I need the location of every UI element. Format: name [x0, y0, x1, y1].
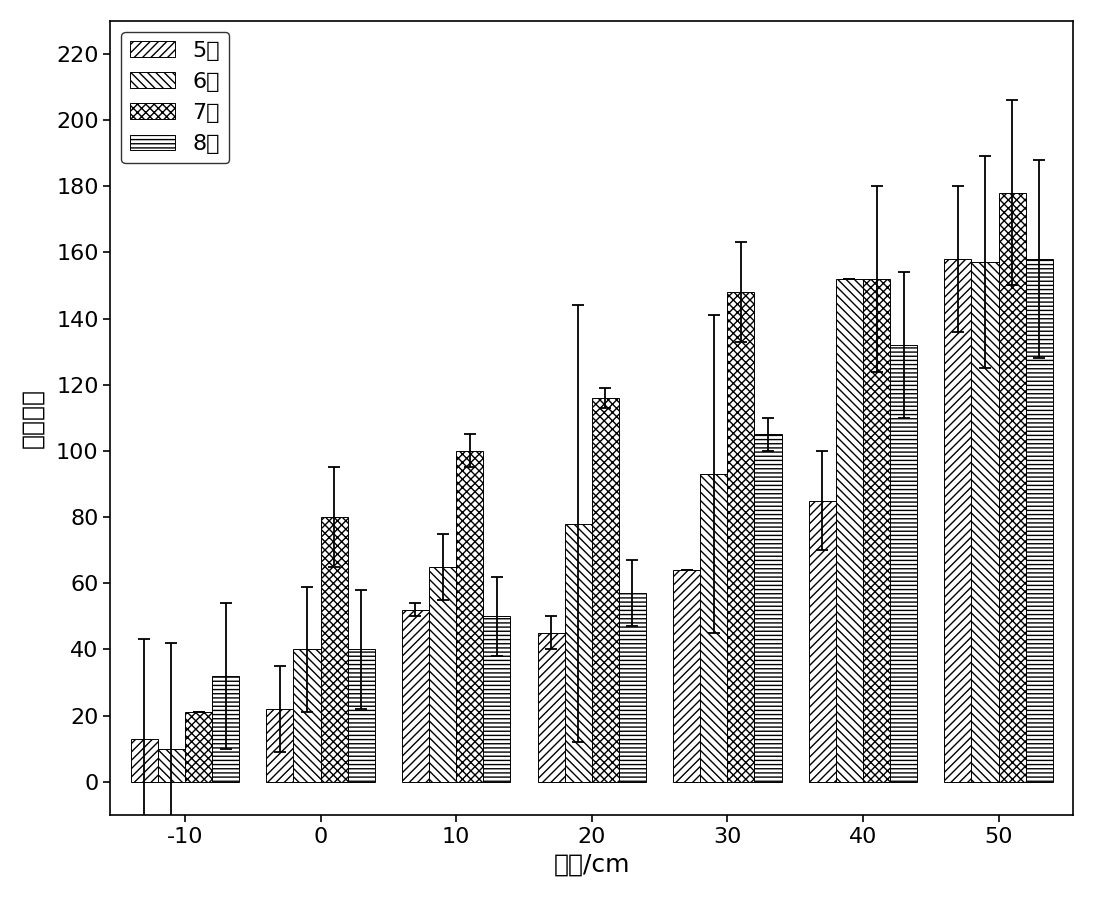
Bar	[321, 517, 348, 781]
Bar	[836, 279, 863, 781]
Bar	[891, 345, 917, 781]
Bar	[592, 398, 619, 781]
Bar	[755, 434, 781, 781]
Bar	[130, 739, 158, 781]
X-axis label: 水位/cm: 水位/cm	[554, 852, 630, 876]
Bar	[293, 649, 321, 781]
Bar	[673, 570, 700, 781]
Bar	[158, 749, 185, 781]
Bar	[456, 451, 484, 781]
Bar	[348, 649, 375, 781]
Bar	[266, 709, 293, 781]
Bar	[944, 259, 971, 781]
Bar	[999, 193, 1026, 781]
Bar	[185, 712, 212, 781]
Bar	[619, 593, 647, 781]
Bar	[728, 292, 755, 781]
Bar	[808, 501, 836, 781]
Bar	[565, 524, 592, 781]
Y-axis label: 芦草株高: 芦草株高	[21, 388, 45, 448]
Bar	[484, 616, 511, 781]
Bar	[212, 675, 240, 781]
Bar	[863, 279, 891, 781]
Bar	[429, 567, 456, 781]
Bar	[971, 262, 999, 781]
Bar	[1026, 259, 1052, 781]
Bar	[537, 633, 565, 781]
Bar	[700, 474, 728, 781]
Bar	[401, 610, 429, 781]
Legend: 5月, 6月, 7月, 8月: 5月, 6月, 7月, 8月	[121, 32, 229, 163]
